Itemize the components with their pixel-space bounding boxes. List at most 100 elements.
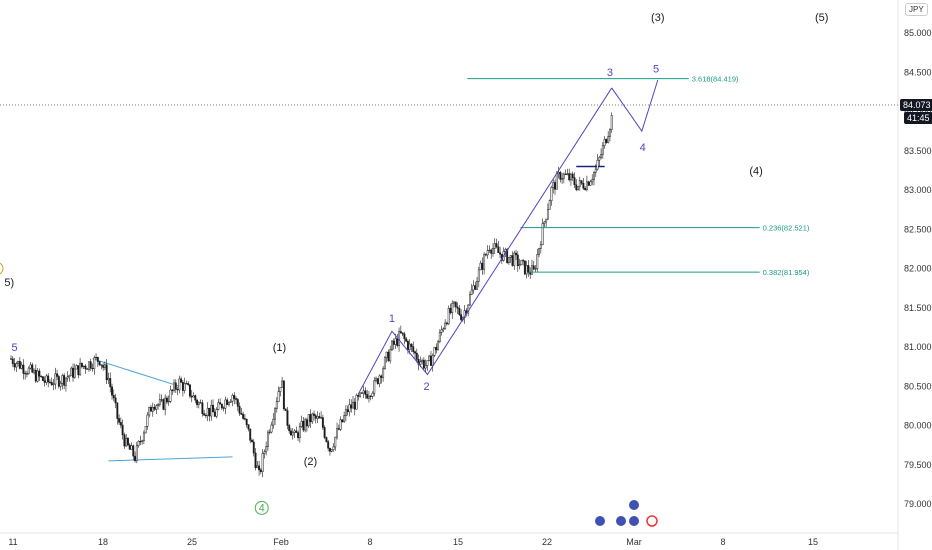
candle <box>265 441 268 456</box>
y-tick-label: 79.500 <box>904 460 932 470</box>
candle <box>387 349 390 362</box>
candle <box>557 166 560 179</box>
candle <box>532 261 535 271</box>
candle <box>515 249 517 261</box>
edge-circle-marker <box>0 262 4 275</box>
candle <box>127 437 129 447</box>
candle <box>160 394 163 403</box>
candle <box>18 357 21 370</box>
wave-label: 1 <box>389 313 395 325</box>
candle <box>430 351 432 366</box>
candle <box>279 387 282 397</box>
candle <box>488 245 491 253</box>
candle <box>525 260 528 279</box>
candle <box>54 367 57 390</box>
candle <box>153 403 156 412</box>
candle <box>134 451 136 463</box>
candle <box>453 301 455 308</box>
candle <box>226 397 229 406</box>
trendline[interactable] <box>92 358 180 387</box>
candle <box>382 366 385 382</box>
candle <box>98 361 101 366</box>
candle <box>47 373 50 388</box>
candle <box>125 434 128 447</box>
candle <box>460 309 463 322</box>
y-tick-label: 82.000 <box>904 264 932 274</box>
candle <box>43 376 46 387</box>
candle <box>203 409 206 416</box>
candle <box>353 398 356 416</box>
candle <box>118 414 121 425</box>
candle <box>171 389 174 395</box>
candle <box>213 408 216 417</box>
x-tick-label: 15 <box>808 537 818 547</box>
candle <box>493 238 496 254</box>
candle <box>438 329 441 344</box>
event-icon <box>646 515 658 527</box>
candle <box>389 345 392 364</box>
candle <box>470 284 473 296</box>
impulse-wave-path[interactable] <box>357 87 613 395</box>
candle <box>64 377 67 392</box>
candle <box>304 417 307 433</box>
candle <box>50 377 53 386</box>
wave-label: (5) <box>815 12 828 24</box>
candle <box>550 185 553 206</box>
candle <box>511 251 514 267</box>
candle <box>593 171 595 186</box>
candle <box>314 413 317 424</box>
trendline[interactable] <box>108 456 233 462</box>
candle <box>119 417 122 429</box>
candle <box>222 406 225 412</box>
candle <box>242 411 245 420</box>
candle <box>570 172 572 186</box>
candle <box>497 240 500 253</box>
candles <box>10 112 613 478</box>
time-axis: 11 18 25 Feb 8 15 22 Mar 8 15 <box>8 537 818 547</box>
candle <box>548 199 551 210</box>
candle <box>150 404 152 412</box>
candle <box>290 427 292 436</box>
candle <box>346 405 349 416</box>
y-tick-label: 82.500 <box>904 224 932 234</box>
candle <box>357 393 360 401</box>
candle <box>298 422 301 443</box>
currency-label[interactable]: JPY <box>905 3 928 16</box>
candle <box>266 429 269 451</box>
candle <box>316 411 319 424</box>
candle <box>529 267 532 279</box>
candle <box>571 171 574 182</box>
candle <box>360 392 363 394</box>
candle <box>66 371 69 382</box>
candle <box>86 367 89 370</box>
candle <box>73 363 76 379</box>
candle <box>378 374 381 388</box>
candle <box>204 413 207 419</box>
candle <box>307 414 310 428</box>
candle <box>208 407 211 422</box>
trendlines <box>92 165 605 462</box>
candle <box>206 402 209 422</box>
candle <box>369 394 372 401</box>
projection-wave-path[interactable] <box>611 79 659 133</box>
candle <box>343 411 346 424</box>
y-tick-label: 83.000 <box>904 185 932 195</box>
candle <box>57 374 60 389</box>
event-icons[interactable] <box>595 500 658 527</box>
candle <box>77 365 80 379</box>
candle <box>100 364 103 370</box>
candle <box>403 331 406 345</box>
candle <box>29 362 32 370</box>
candle <box>187 381 190 387</box>
fib-level-label: 0.382(81.954) <box>763 268 810 277</box>
wave-label: (2) <box>304 456 317 468</box>
wave-label: 3 <box>607 67 613 79</box>
candle <box>254 448 257 471</box>
candle <box>359 392 362 398</box>
candle <box>405 336 408 343</box>
candle <box>444 319 447 330</box>
candle <box>130 442 133 450</box>
candle <box>103 361 106 371</box>
candle <box>490 248 493 259</box>
